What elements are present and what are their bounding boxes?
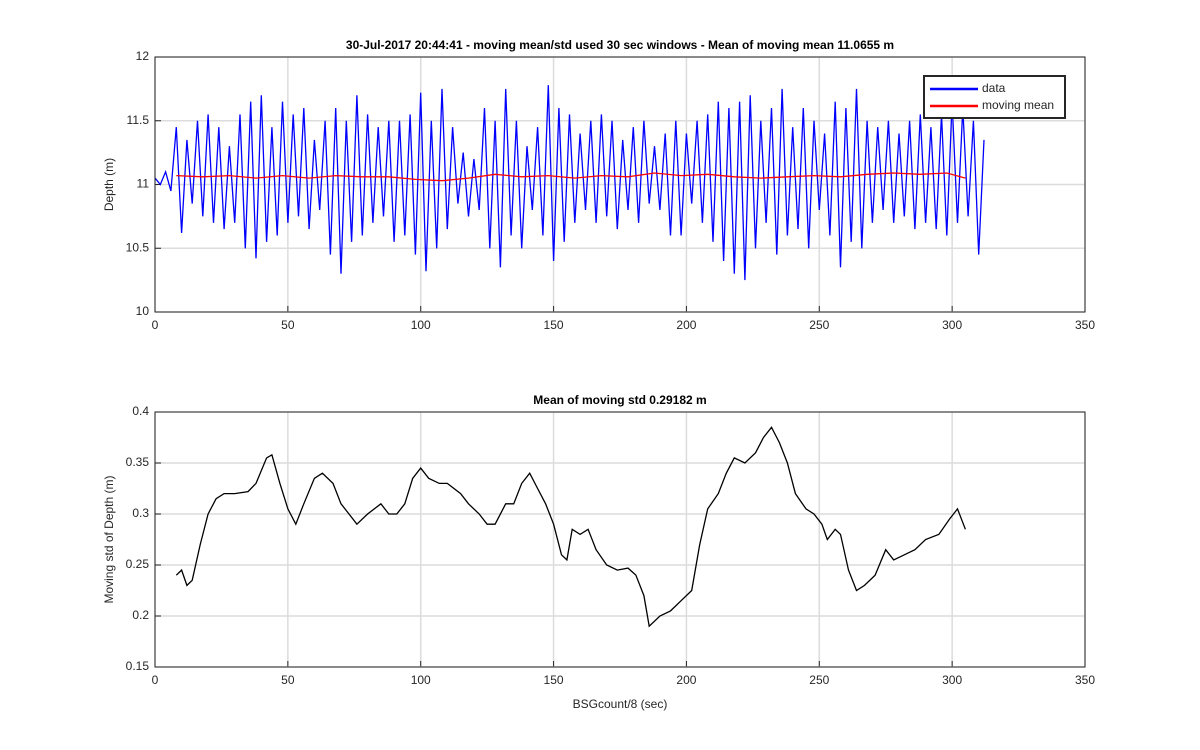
y-tick-label: 11.5 xyxy=(127,113,150,127)
data-line xyxy=(175,426,967,628)
y-tick-label: 11 xyxy=(137,177,150,191)
y-tick-label: 0.4 xyxy=(132,404,149,418)
legend-box xyxy=(923,75,1066,119)
x-tick-label: 100 xyxy=(411,318,431,332)
axes-box xyxy=(154,56,1086,313)
plot-area xyxy=(155,412,1085,667)
y-axis-label: Depth (m) xyxy=(102,158,116,211)
y-tick-label: 10 xyxy=(136,304,150,318)
y-tick-label: 0.35 xyxy=(126,455,150,469)
x-tick-label: 200 xyxy=(676,673,696,687)
chart-title: Mean of moving std 0.29182 m xyxy=(533,393,706,407)
x-tick-label: 100 xyxy=(411,673,431,687)
x-tick-label: 200 xyxy=(676,318,696,332)
y-tick-label: 0.25 xyxy=(126,557,150,571)
x-tick-label: 300 xyxy=(942,318,962,332)
x-tick-label: 150 xyxy=(544,673,564,687)
y-axis-label: Moving std of Depth (m) xyxy=(102,475,116,603)
x-tick-label: 350 xyxy=(1075,318,1095,332)
chart-title: 30-Jul-2017 20:44:41 - moving mean/std u… xyxy=(346,38,894,52)
x-tick-label: 50 xyxy=(281,318,295,332)
y-tick-label: 0.15 xyxy=(126,659,150,673)
axes-box xyxy=(154,411,1086,668)
x-tick-label: 0 xyxy=(152,673,159,687)
x-tick-label: 0 xyxy=(152,318,159,332)
y-tick-label: 12 xyxy=(136,49,150,63)
x-tick-label: 250 xyxy=(809,318,829,332)
x-tick-label: 150 xyxy=(544,318,564,332)
x-tick-label: 300 xyxy=(942,673,962,687)
y-tick-label: 0.3 xyxy=(132,506,149,520)
y-tick-label: 0.2 xyxy=(132,608,149,622)
data-line xyxy=(176,172,966,182)
data-line xyxy=(154,85,985,281)
legend-label: data xyxy=(982,81,1006,95)
x-tick-label: 250 xyxy=(809,673,829,687)
y-tick-label: 10.5 xyxy=(126,240,150,254)
x-tick-label: 350 xyxy=(1075,673,1095,687)
x-tick-label: 50 xyxy=(281,673,295,687)
x-axis-label: BSGcount/8 (sec) xyxy=(573,697,668,711)
legend-label: moving mean xyxy=(982,98,1054,112)
